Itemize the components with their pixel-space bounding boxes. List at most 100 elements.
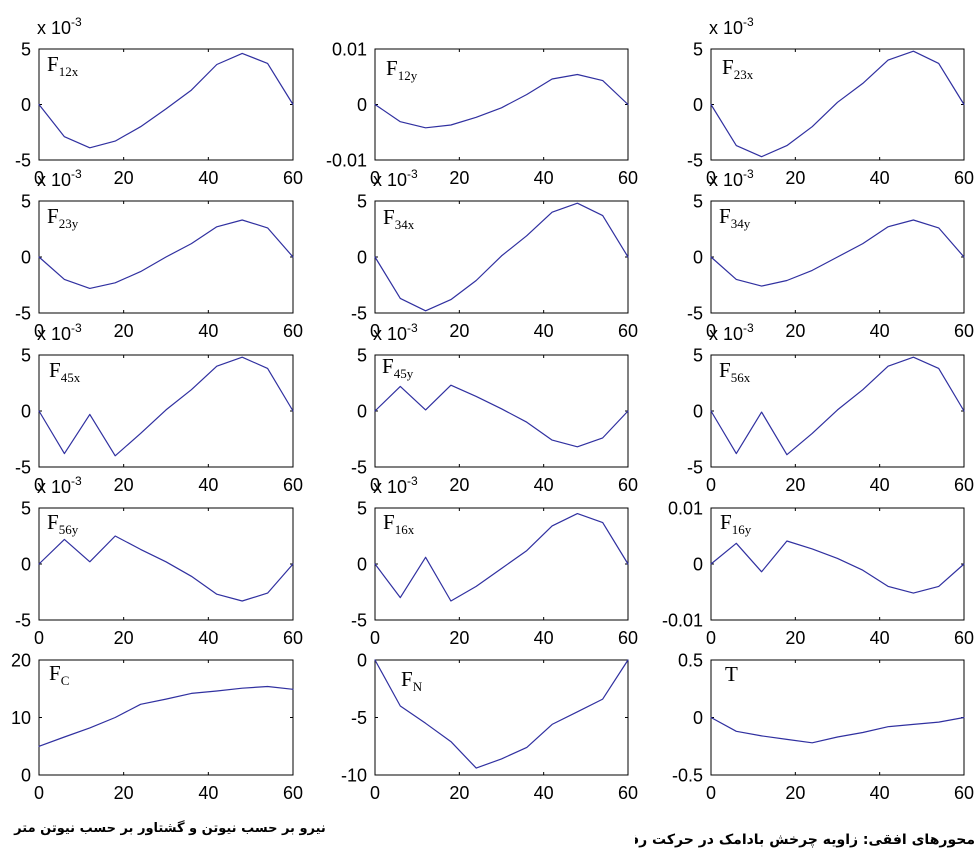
x-tick-label: 20 [449,783,469,803]
axes-box [38,659,294,776]
x-tick-label: 40 [534,168,554,188]
x-tick-label: 0 [34,475,44,495]
x-tick-label: 40 [534,783,554,803]
y-tick-label: -5 [15,151,31,171]
y-tick-label: 0.01 [332,40,367,60]
y-tick-label: -5 [351,611,367,631]
axis-scale-base: x 10 [373,170,407,190]
y-tick-label: -5 [15,304,31,324]
series-label-main: F [401,667,413,691]
x-tick-label: 60 [283,168,303,188]
series-label-subscript: 23y [59,216,79,231]
axes-box [38,200,294,314]
caption-force-units: نیرو بر حسب نیوتن و گشتاور بر حسب نیوتن … [14,821,326,836]
axes-box [374,659,629,776]
x-tick-label: 20 [449,475,469,495]
series-line [38,219,294,289]
y-tick-label: 0 [693,555,703,575]
x-tick-label: 0 [706,321,716,341]
series-line [710,716,965,744]
x-tick-label: 0 [370,321,380,341]
series-label-main: F [719,204,731,228]
axis-scale-base: x 10 [37,477,71,497]
axis-scale-exponent: -3 [407,474,418,488]
series-label-subscript: 16x [395,522,415,537]
axis-scale-label: x 10-3 [373,321,418,344]
series-label: F34y [719,204,751,231]
x-tick-label: 60 [618,783,638,803]
axis-scale-label: x 10-3 [709,15,754,38]
y-tick-label: -5 [687,151,703,171]
x-tick-label: 0 [34,321,44,341]
axes-box [710,354,965,468]
y-tick-label: -5 [15,458,31,478]
y-tick-label: -5 [687,458,703,478]
axis-scale-exponent: -3 [743,321,754,335]
axis-scale-base: x 10 [373,477,407,497]
x-tick-label: 20 [114,628,134,648]
series-line [710,50,965,158]
axis-scale-exponent: -3 [71,167,82,181]
axis-scale-exponent: -3 [71,15,82,29]
series-label-subscript: 12y [398,68,418,83]
series-label: F34x [383,205,415,232]
y-tick-label: 0 [21,402,31,422]
series-line [374,659,629,769]
y-tick-label: 5 [357,346,367,366]
x-tick-label: 40 [870,475,890,495]
series-label-main: F [720,510,732,534]
x-tick-label: 60 [954,168,974,188]
y-tick-label: 20 [11,651,31,671]
y-tick-label: 5 [693,40,703,60]
axis-scale-exponent: -3 [407,167,418,181]
x-tick-label: 40 [870,783,890,803]
x-tick-label: 20 [449,321,469,341]
series-label-main: F [47,204,59,228]
series-label-main: F [47,510,59,534]
series-label-main: F [722,55,734,79]
x-tick-label: 40 [534,475,554,495]
x-tick-label: 0 [34,628,44,648]
axis-scale-base: x 10 [37,324,71,344]
y-tick-label: -5 [15,611,31,631]
axes-box [374,200,629,314]
x-tick-label: 20 [785,168,805,188]
series-label-main: F [383,510,395,534]
x-tick-label: 20 [114,321,134,341]
series-line [38,535,294,602]
x-tick-label: 0 [706,628,716,648]
series-line [374,384,629,448]
series-line [710,356,965,456]
axes-box [374,48,629,161]
y-tick-label: -5 [351,708,367,728]
y-tick-label: -0.5 [672,766,703,786]
y-tick-label: 5 [21,40,31,60]
axis-scale-exponent: -3 [743,15,754,29]
axes-box [38,48,294,161]
axis-scale-label: x 10-3 [709,167,754,190]
y-tick-label: -5 [687,304,703,324]
axis-scale-label: x 10-3 [37,15,82,38]
series-label-subscript: 34y [731,216,751,231]
x-tick-label: 40 [534,628,554,648]
x-tick-label: 20 [785,321,805,341]
series-label: F45y [382,354,414,381]
x-tick-label: 60 [618,475,638,495]
series-label: F56y [47,510,79,537]
x-tick-label: 40 [870,628,890,648]
x-tick-label: 60 [954,628,974,648]
y-tick-label: 5 [21,499,31,519]
y-tick-label: 5 [21,346,31,366]
series-label-main: F [386,56,398,80]
series-line [374,73,629,129]
axis-scale-label: x 10-3 [37,321,82,344]
y-tick-label: 0 [21,95,31,115]
y-tick-label: 5 [357,499,367,519]
series-label-subscript: 34x [395,217,415,232]
